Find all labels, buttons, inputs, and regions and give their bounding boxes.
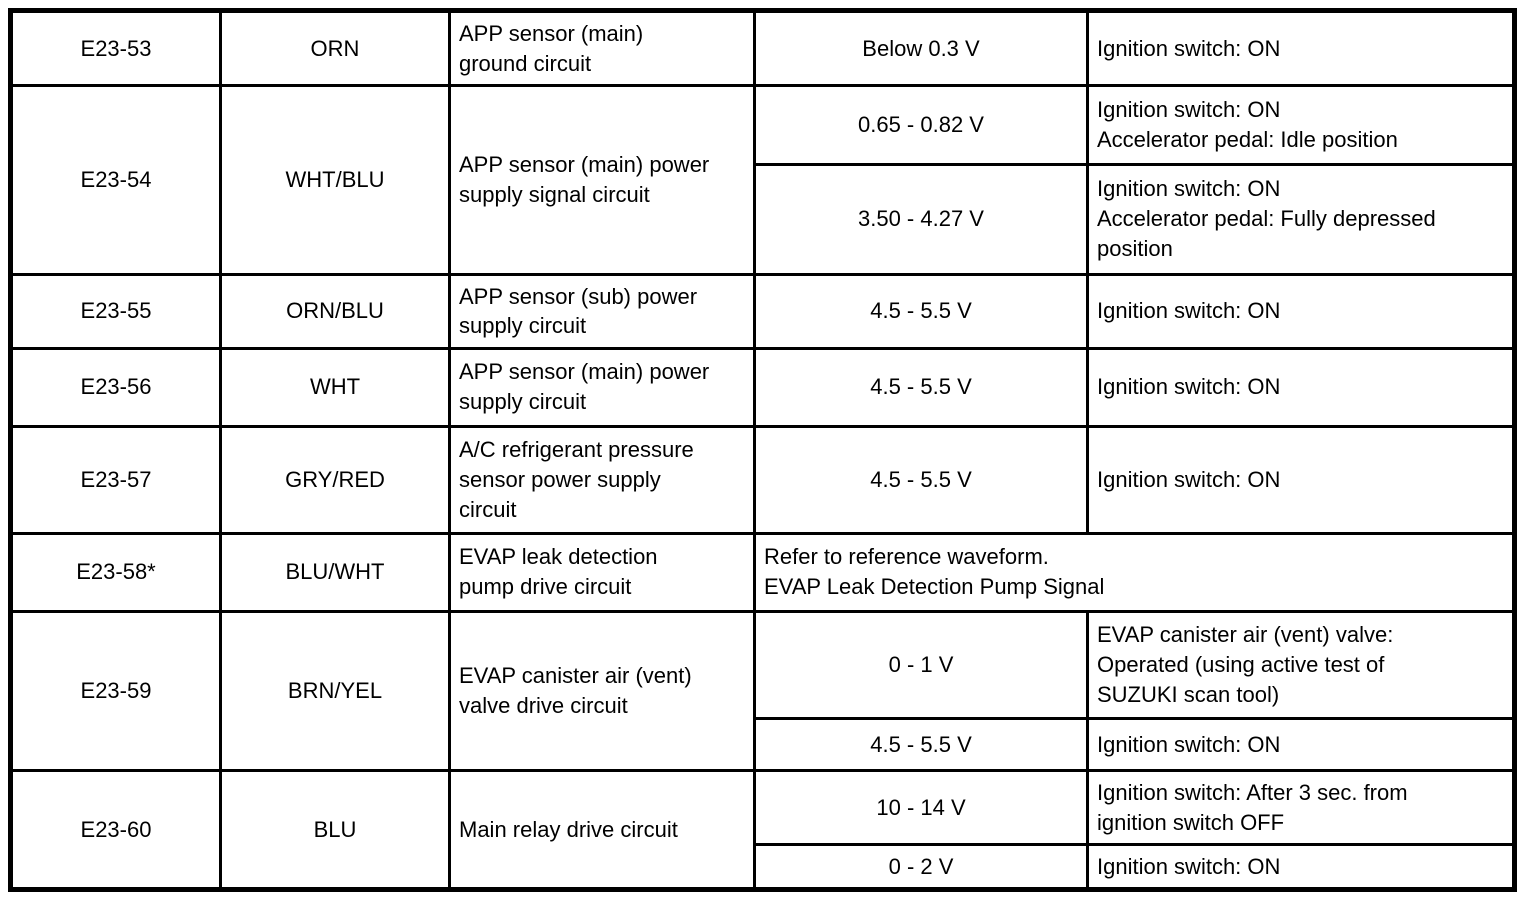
- table-row: 0 - 2 V Ignition switch: ON: [11, 843, 1516, 891]
- condition-cell: Ignition switch: After 3 sec. from ignit…: [1086, 768, 1516, 847]
- terminal-cell: E23-60: [9, 769, 222, 891]
- wire-color-cell: ORN: [219, 8, 451, 88]
- terminal-cell: E23-53: [9, 8, 222, 88]
- voltage-cell: Below 0.3 V: [753, 8, 1089, 88]
- waveform-note-cell: Refer to reference waveform. EVAP Leak D…: [753, 531, 1516, 614]
- table-row: E23-56 WHT APP sensor (main) power suppl…: [9, 347, 1516, 428]
- wire-color-cell: GRY/RED: [219, 424, 451, 535]
- condition-cell: Ignition switch: ON: [1086, 717, 1516, 772]
- wire-color-cell: ORN/BLU: [219, 272, 451, 351]
- terminal-cell: E23-59: [9, 610, 222, 772]
- wire-color-cell: BRN/YEL: [219, 610, 451, 772]
- voltage-cell: 4.5 - 5.5 V: [753, 717, 1089, 772]
- condition-cell: Ignition switch: ON Accelerator pedal: F…: [1086, 162, 1516, 276]
- circuit-cell: EVAP leak detection pump drive circuit: [448, 531, 756, 614]
- circuit-cell: APP sensor (main) ground circuit: [448, 8, 756, 88]
- circuit-cell: EVAP canister air (vent) valve drive cir…: [448, 610, 756, 772]
- table-row: E23-58* BLU/WHT EVAP leak detection pump…: [9, 531, 1516, 614]
- terminal-cell: E23-56: [9, 347, 222, 428]
- voltage-cell: 0.65 - 0.82 V: [753, 84, 1089, 166]
- circuit-cell: APP sensor (main) power supply signal ci…: [448, 84, 756, 276]
- circuit-cell: APP sensor (main) power supply circuit: [448, 347, 756, 428]
- table-row: E23-57 GRY/RED A/C refrigerant pressure …: [9, 424, 1516, 535]
- circuit-cell: APP sensor (sub) power supply circuit: [448, 272, 756, 351]
- voltage-cell: 10 - 14 V: [753, 768, 1089, 847]
- condition-cell: Ignition switch: ON: [1086, 843, 1516, 891]
- terminal-cell: E23-55: [9, 272, 222, 351]
- table-row: E23-55 ORN/BLU APP sensor (sub) power su…: [9, 272, 1516, 351]
- condition-cell: Ignition switch: ON: [1086, 8, 1516, 88]
- terminal-cell: E23-58*: [9, 531, 222, 614]
- terminal-voltage-table: E23-53 ORN APP sensor (main) ground circ…: [8, 8, 1517, 892]
- condition-cell: EVAP canister air (vent) valve: Operated…: [1086, 610, 1516, 721]
- voltage-cell: 4.5 - 5.5 V: [753, 272, 1089, 351]
- table-row: 4.5 - 5.5 V Ignition switch: ON: [11, 717, 1516, 772]
- voltage-cell: 0 - 2 V: [753, 843, 1089, 891]
- wire-color-cell: WHT/BLU: [219, 84, 451, 276]
- table-row: 3.50 - 4.27 V Ignition switch: ON Accele…: [11, 162, 1516, 276]
- wire-color-cell: WHT: [219, 347, 451, 428]
- condition-cell: Ignition switch: ON Accelerator pedal: I…: [1086, 84, 1516, 166]
- circuit-cell: Main relay drive circuit: [448, 769, 756, 891]
- wire-color-cell: BLU/WHT: [219, 531, 451, 614]
- condition-cell: Ignition switch: ON: [1086, 424, 1516, 535]
- circuit-cell: A/C refrigerant pressure sensor power su…: [448, 424, 756, 535]
- voltage-cell: 4.5 - 5.5 V: [753, 347, 1089, 428]
- table-row: E23-53 ORN APP sensor (main) ground circ…: [9, 8, 1516, 88]
- voltage-cell: 0 - 1 V: [753, 610, 1089, 721]
- voltage-cell: 4.5 - 5.5 V: [753, 424, 1089, 535]
- voltage-cell: 3.50 - 4.27 V: [753, 162, 1089, 276]
- table-row: E23-54 WHT/BLU APP sensor (main) power s…: [9, 84, 1516, 276]
- condition-cell: Ignition switch: ON: [1086, 272, 1516, 351]
- terminal-cell: E23-57: [9, 424, 222, 535]
- condition-cell: Ignition switch: ON: [1086, 347, 1516, 428]
- table-row: E23-59 BRN/YEL EVAP canister air (vent) …: [9, 610, 1516, 772]
- terminal-cell: E23-54: [9, 84, 222, 276]
- wire-color-cell: BLU: [219, 769, 451, 891]
- table-row: E23-60 BLU Main relay drive circuit 10 -…: [9, 768, 1516, 891]
